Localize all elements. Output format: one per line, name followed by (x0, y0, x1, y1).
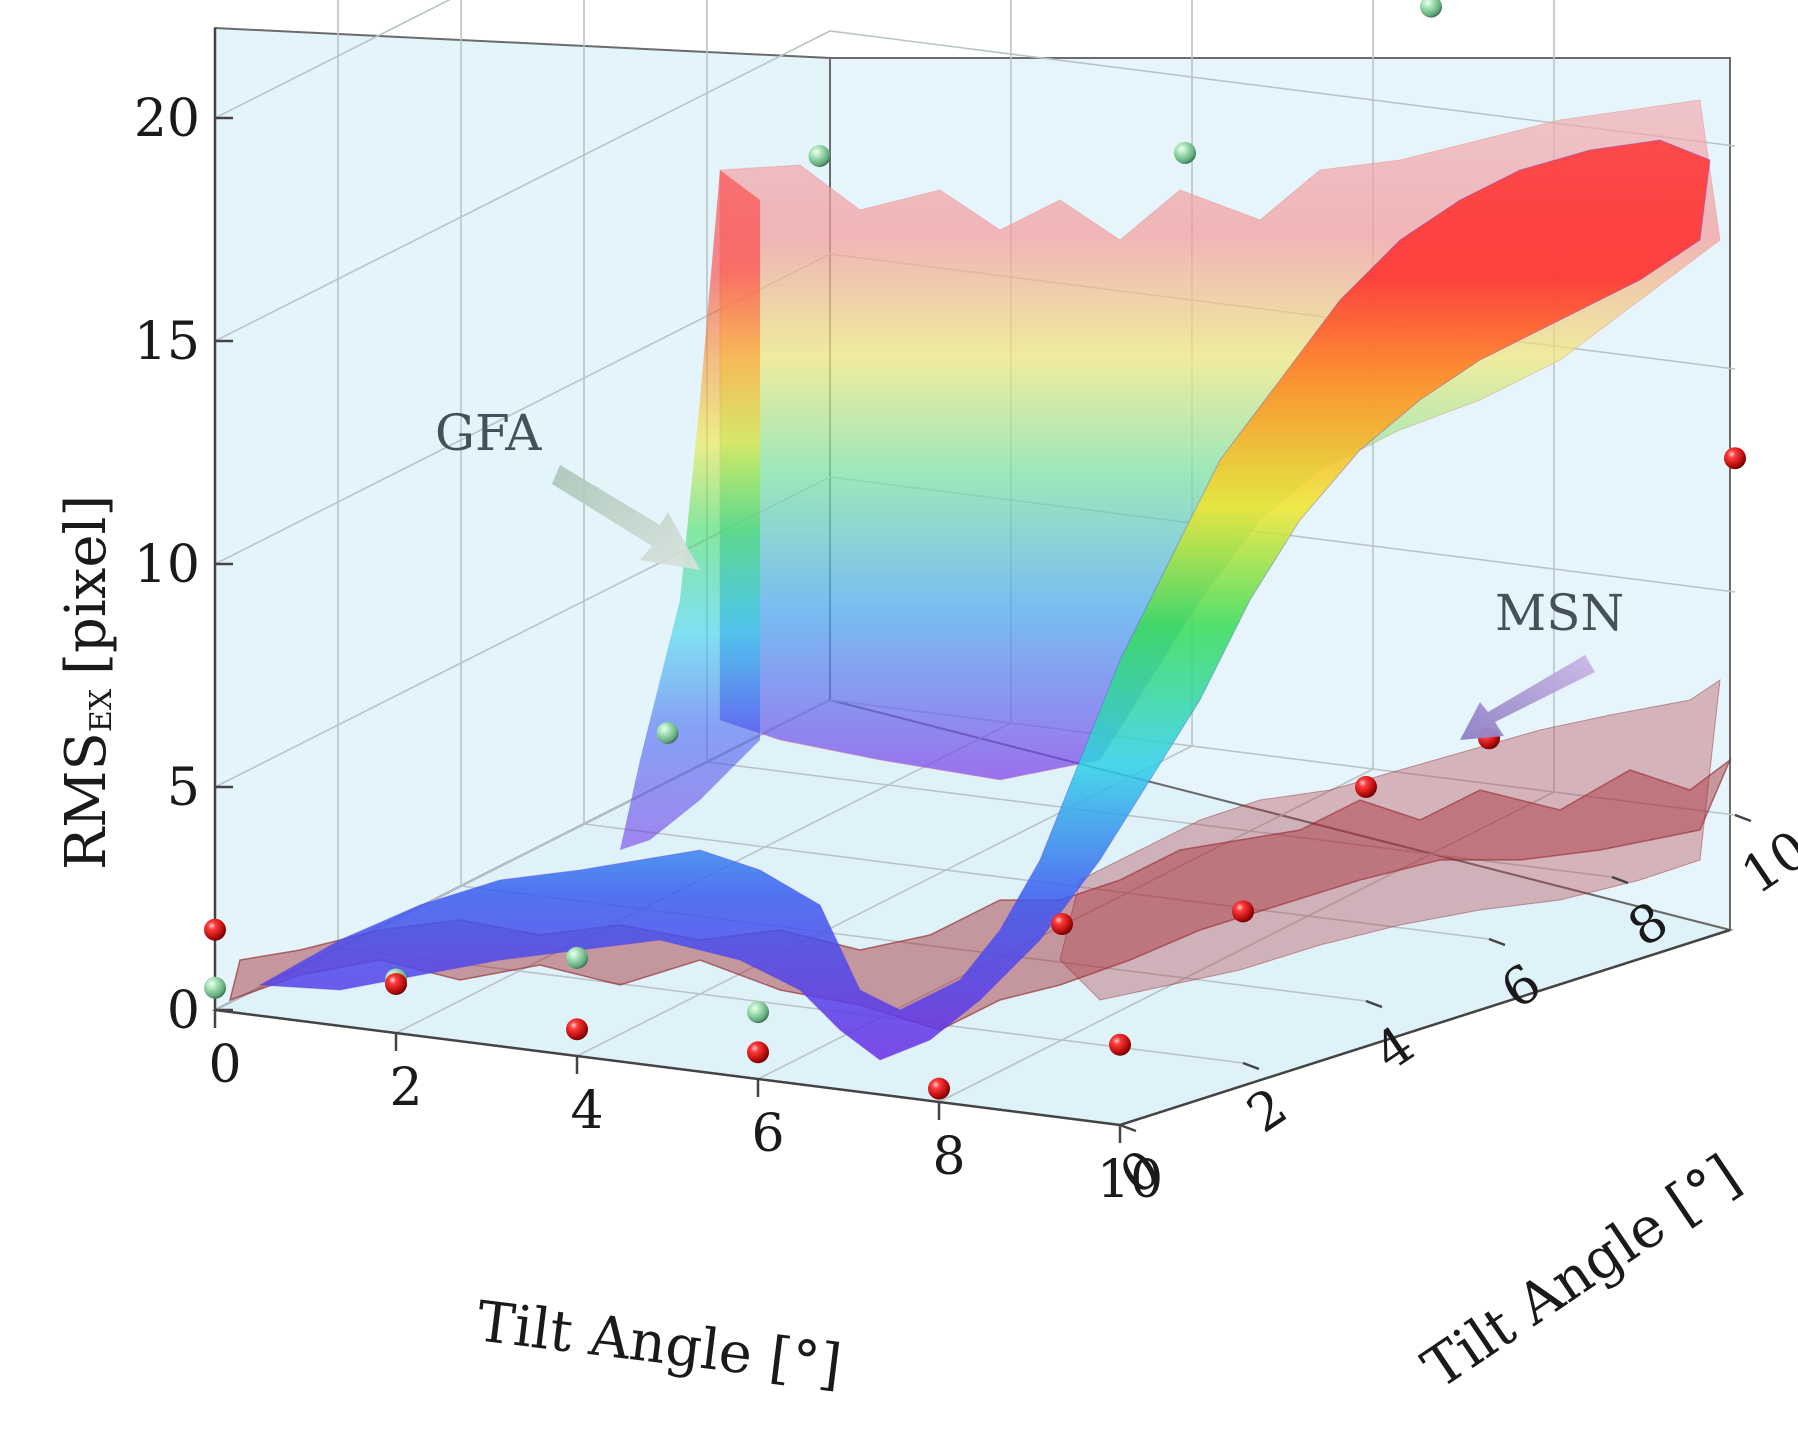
z-tick-label-15: 15 (134, 312, 200, 372)
point-msn-9 (1109, 1033, 1131, 1056)
x-tick-label-8: 8 (932, 1127, 965, 1187)
x-axis-title: Tilt Angle [°] (473, 1289, 845, 1398)
msn-annotation: MSN (1460, 584, 1624, 740)
z-tick-label-5: 5 (167, 758, 200, 818)
gridline-floor-y-2 (337, 947, 1244, 1064)
point-gfa-6 (1174, 141, 1196, 164)
gfa-front-ramp (258, 139, 1711, 1061)
point-gfa-8 (1420, 0, 1442, 18)
x-tick-label-10: 10 (1097, 1150, 1163, 1210)
data-points (204, 0, 1746, 1100)
x-tick-label-2: 2 (389, 1058, 422, 1118)
point-msn-4 (928, 1077, 950, 1100)
z-axis-title-unit: [pixel] (54, 495, 119, 675)
point-gfa-0 (204, 976, 226, 999)
msn-arrow-icon (1460, 655, 1595, 740)
gridline-floor-x-8 (938, 791, 1555, 1103)
y-tick-mark-2 (1242, 1061, 1260, 1071)
x-axis-ticks: 0 2 4 6 8 10 (208, 1010, 1163, 1210)
z-axis-title-main: RMS (54, 732, 119, 870)
x-tick-label-6: 6 (751, 1104, 784, 1164)
point-msn-3 (747, 1041, 769, 1064)
msn-label: MSN (1495, 584, 1624, 642)
point-msn-5 (1724, 447, 1746, 470)
y-tick-label-10: 10 (1731, 820, 1798, 907)
front-edge-x (214, 1008, 1121, 1127)
point-msn-1 (385, 972, 407, 995)
point-gfa-4 (656, 722, 679, 744)
z-axis-ticks: 0 5 10 15 20 (134, 89, 233, 1041)
y-tick-mark-10 (1734, 813, 1752, 823)
point-msn-7 (1355, 775, 1377, 798)
y-tick-mark-0 (1119, 1123, 1137, 1133)
z-tick-label-10: 10 (134, 535, 200, 595)
z-tick-label-0: 0 (167, 981, 200, 1041)
z-axis-title-subscript: EX (84, 688, 119, 732)
gridline-z-20 (214, 0, 451, 119)
point-gfa-2 (566, 946, 588, 969)
z-tick-label-20: 20 (134, 89, 200, 149)
point-gfa-5 (808, 145, 831, 167)
y-tick-mark-6 (1488, 937, 1506, 947)
point-msn-10 (1051, 913, 1073, 936)
z-axis-title: RMSEX [pixel] (54, 495, 119, 870)
front-edge-y (1119, 928, 1731, 1127)
gridline-floor-y-8 (706, 761, 1613, 878)
x-tick-label-0: 0 (208, 1035, 241, 1095)
y-tick-mark-4 (1365, 999, 1383, 1009)
x-tick-label-4: 4 (570, 1081, 603, 1141)
point-msn-8 (1232, 900, 1254, 923)
y-axis-title: Tilt Angle [°] (1411, 1143, 1751, 1402)
point-msn-2 (566, 1018, 588, 1041)
gridline-z-15 (214, 30, 1736, 342)
gfa-left-cliff (620, 170, 760, 850)
gfa-annotation: GFA (435, 404, 700, 570)
point-msn-0 (204, 918, 226, 941)
gfa-arrow-icon (552, 465, 700, 570)
msn-surface-back-sheet (1059, 678, 1721, 1001)
gfa-surface (258, 99, 1721, 1061)
y-tick-mark-8 (1611, 875, 1629, 885)
point-gfa-3 (747, 1001, 769, 1024)
y-tick-label-2: 2 (1237, 1077, 1298, 1145)
gfa-label: GFA (435, 404, 542, 462)
